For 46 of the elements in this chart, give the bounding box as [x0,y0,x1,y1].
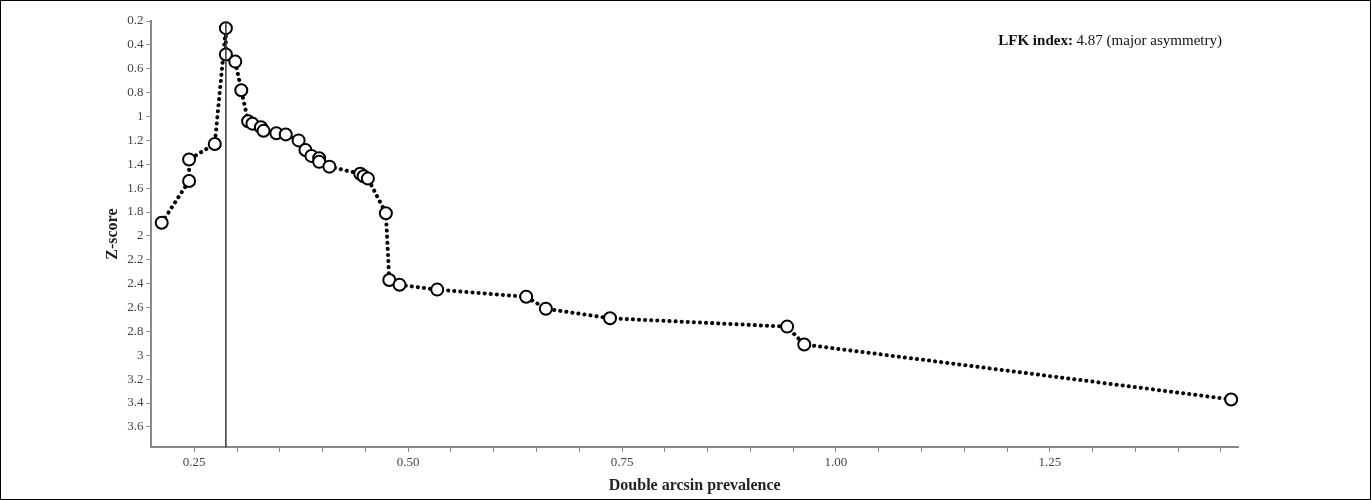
point [207,136,222,151]
y-tick-label: 1.4 [127,155,144,171]
point [278,127,293,142]
y-tick-label: 3.2 [127,370,144,386]
x-tick-label: 0.75 [610,454,634,470]
y-tick-label: 3.4 [127,394,144,410]
point [519,289,534,304]
y-tick-label: 1 [136,107,144,123]
y-tick-label: 2.4 [127,275,144,291]
x-tick-label: 1.00 [824,454,848,470]
point [378,206,393,221]
x-tick-label: 0.25 [182,454,206,470]
y-tick-label: 3.6 [127,418,144,434]
x-tick-label: 1.25 [1038,454,1062,470]
x-axis-title: Double arcsin prevalence [608,475,781,494]
y-tick-label: 2.6 [127,298,144,314]
point [430,282,445,297]
x-tick-label: 0.50 [396,454,420,470]
y-tick-label: 1.2 [127,131,144,147]
point [228,54,243,69]
point [182,152,197,167]
point [322,159,337,174]
point [182,173,197,188]
point [360,171,375,186]
y-tick-label: 1.6 [127,179,144,195]
y-tick-label: 3 [136,346,144,362]
y-axis-title: Z-score [102,208,120,260]
y-tick-label: 2.8 [127,322,144,338]
y-tick-label: 0.2 [127,12,144,28]
y-tick-label: 2.2 [127,251,144,267]
point [154,215,169,230]
y-tick-label: 0.4 [127,36,144,52]
point [291,133,306,148]
point [797,337,812,352]
annotation: LFK index: 4.87 (major asymmetry) [998,31,1223,49]
y-tick-label: 1.8 [127,203,144,219]
point [538,301,553,316]
point [234,83,249,98]
point [382,273,397,288]
point [603,311,618,326]
y-tick-label: 0.6 [127,60,144,76]
point [780,319,795,334]
y-tick-label: 2 [136,227,144,243]
y-tick-label: 0.8 [127,84,144,100]
point [392,277,407,292]
point [1224,392,1238,407]
